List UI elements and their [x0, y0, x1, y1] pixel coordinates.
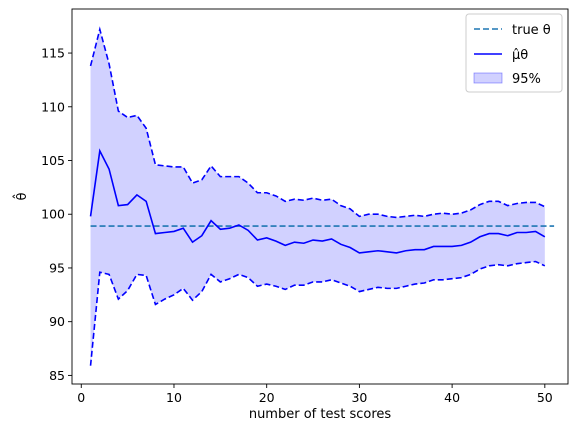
plot-area	[89, 26, 555, 366]
y-tick-label: 100	[41, 207, 65, 222]
x-tick-label: 50	[537, 390, 553, 405]
y-tick-label: 85	[49, 368, 65, 383]
y-tick-label: 90	[49, 314, 65, 329]
axes-frame	[71, 8, 569, 385]
legend-label-band: 95%	[512, 72, 541, 87]
confidence-band-lower-edge	[89, 260, 546, 366]
x-tick-label: 0	[77, 390, 85, 405]
x-axis-ticks: 0 10 20 30 40 50	[77, 384, 553, 405]
legend-box	[465, 13, 563, 93]
y-axis-label: θ̂	[13, 192, 30, 200]
legend-label-true-theta: true θ	[512, 23, 551, 38]
x-tick-label: 10	[166, 390, 182, 405]
x-tick-label: 40	[444, 390, 460, 405]
y-tick-label: 105	[41, 153, 65, 168]
legend: true θ μ̂θ 95%	[465, 13, 563, 93]
confidence-band-area	[90, 29, 545, 366]
y-axis-ticks: 85 90 95 100 105 110 115	[41, 46, 72, 383]
legend-label-estimate: μ̂θ	[512, 48, 528, 63]
y-tick-label: 110	[41, 99, 65, 114]
y-tick-label: 95	[49, 260, 65, 275]
legend-key-band	[473, 72, 503, 84]
confidence-band-upper-edge	[89, 26, 546, 219]
x-tick-label: 30	[351, 390, 367, 405]
x-axis-label: number of test scores	[249, 407, 392, 422]
y-tick-label: 115	[41, 46, 65, 61]
estimate-line	[89, 148, 546, 254]
x-tick-label: 20	[259, 390, 275, 405]
